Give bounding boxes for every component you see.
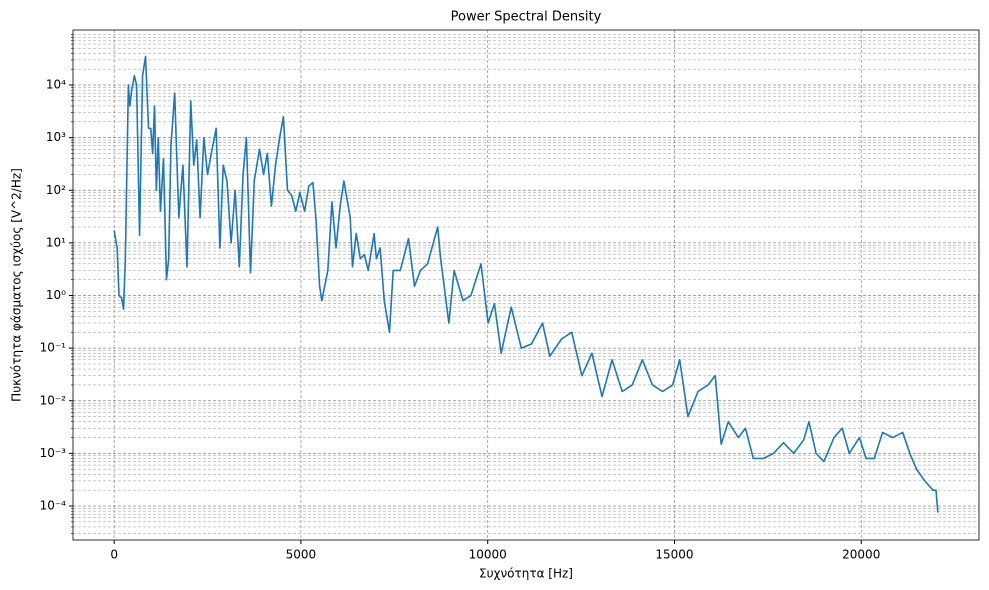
plot-frame — [72, 29, 980, 541]
x-tick-label: 10000 — [469, 548, 507, 562]
x-tick-label: 15000 — [655, 548, 693, 562]
y-tick-label: 10⁴ — [46, 78, 66, 92]
y-tick-label: 10⁻⁴ — [40, 499, 67, 513]
y-tick-label: 10⁻¹ — [40, 341, 67, 355]
y-tick-label: 10⁰ — [46, 288, 66, 302]
psd-line — [113, 55, 939, 513]
y-tick-label: 10³ — [46, 130, 66, 144]
x-tick-label: 5000 — [286, 548, 317, 562]
y-axis-label: Πυκνότητα φάσματος ισχύος [V^2/Hz] — [10, 168, 24, 402]
chart-title: Power Spectral Density — [451, 10, 602, 25]
x-tick-label: 0 — [110, 548, 118, 562]
x-tick-label: 20000 — [842, 548, 880, 562]
y-tick-label: 10⁻³ — [40, 446, 67, 460]
y-tick-label: 10¹ — [46, 235, 66, 249]
y-tick-label: 10⁻² — [40, 393, 67, 407]
y-tick-label: 10² — [46, 183, 66, 197]
x-axis-label: Συχνότητα [Hz] — [479, 567, 573, 581]
